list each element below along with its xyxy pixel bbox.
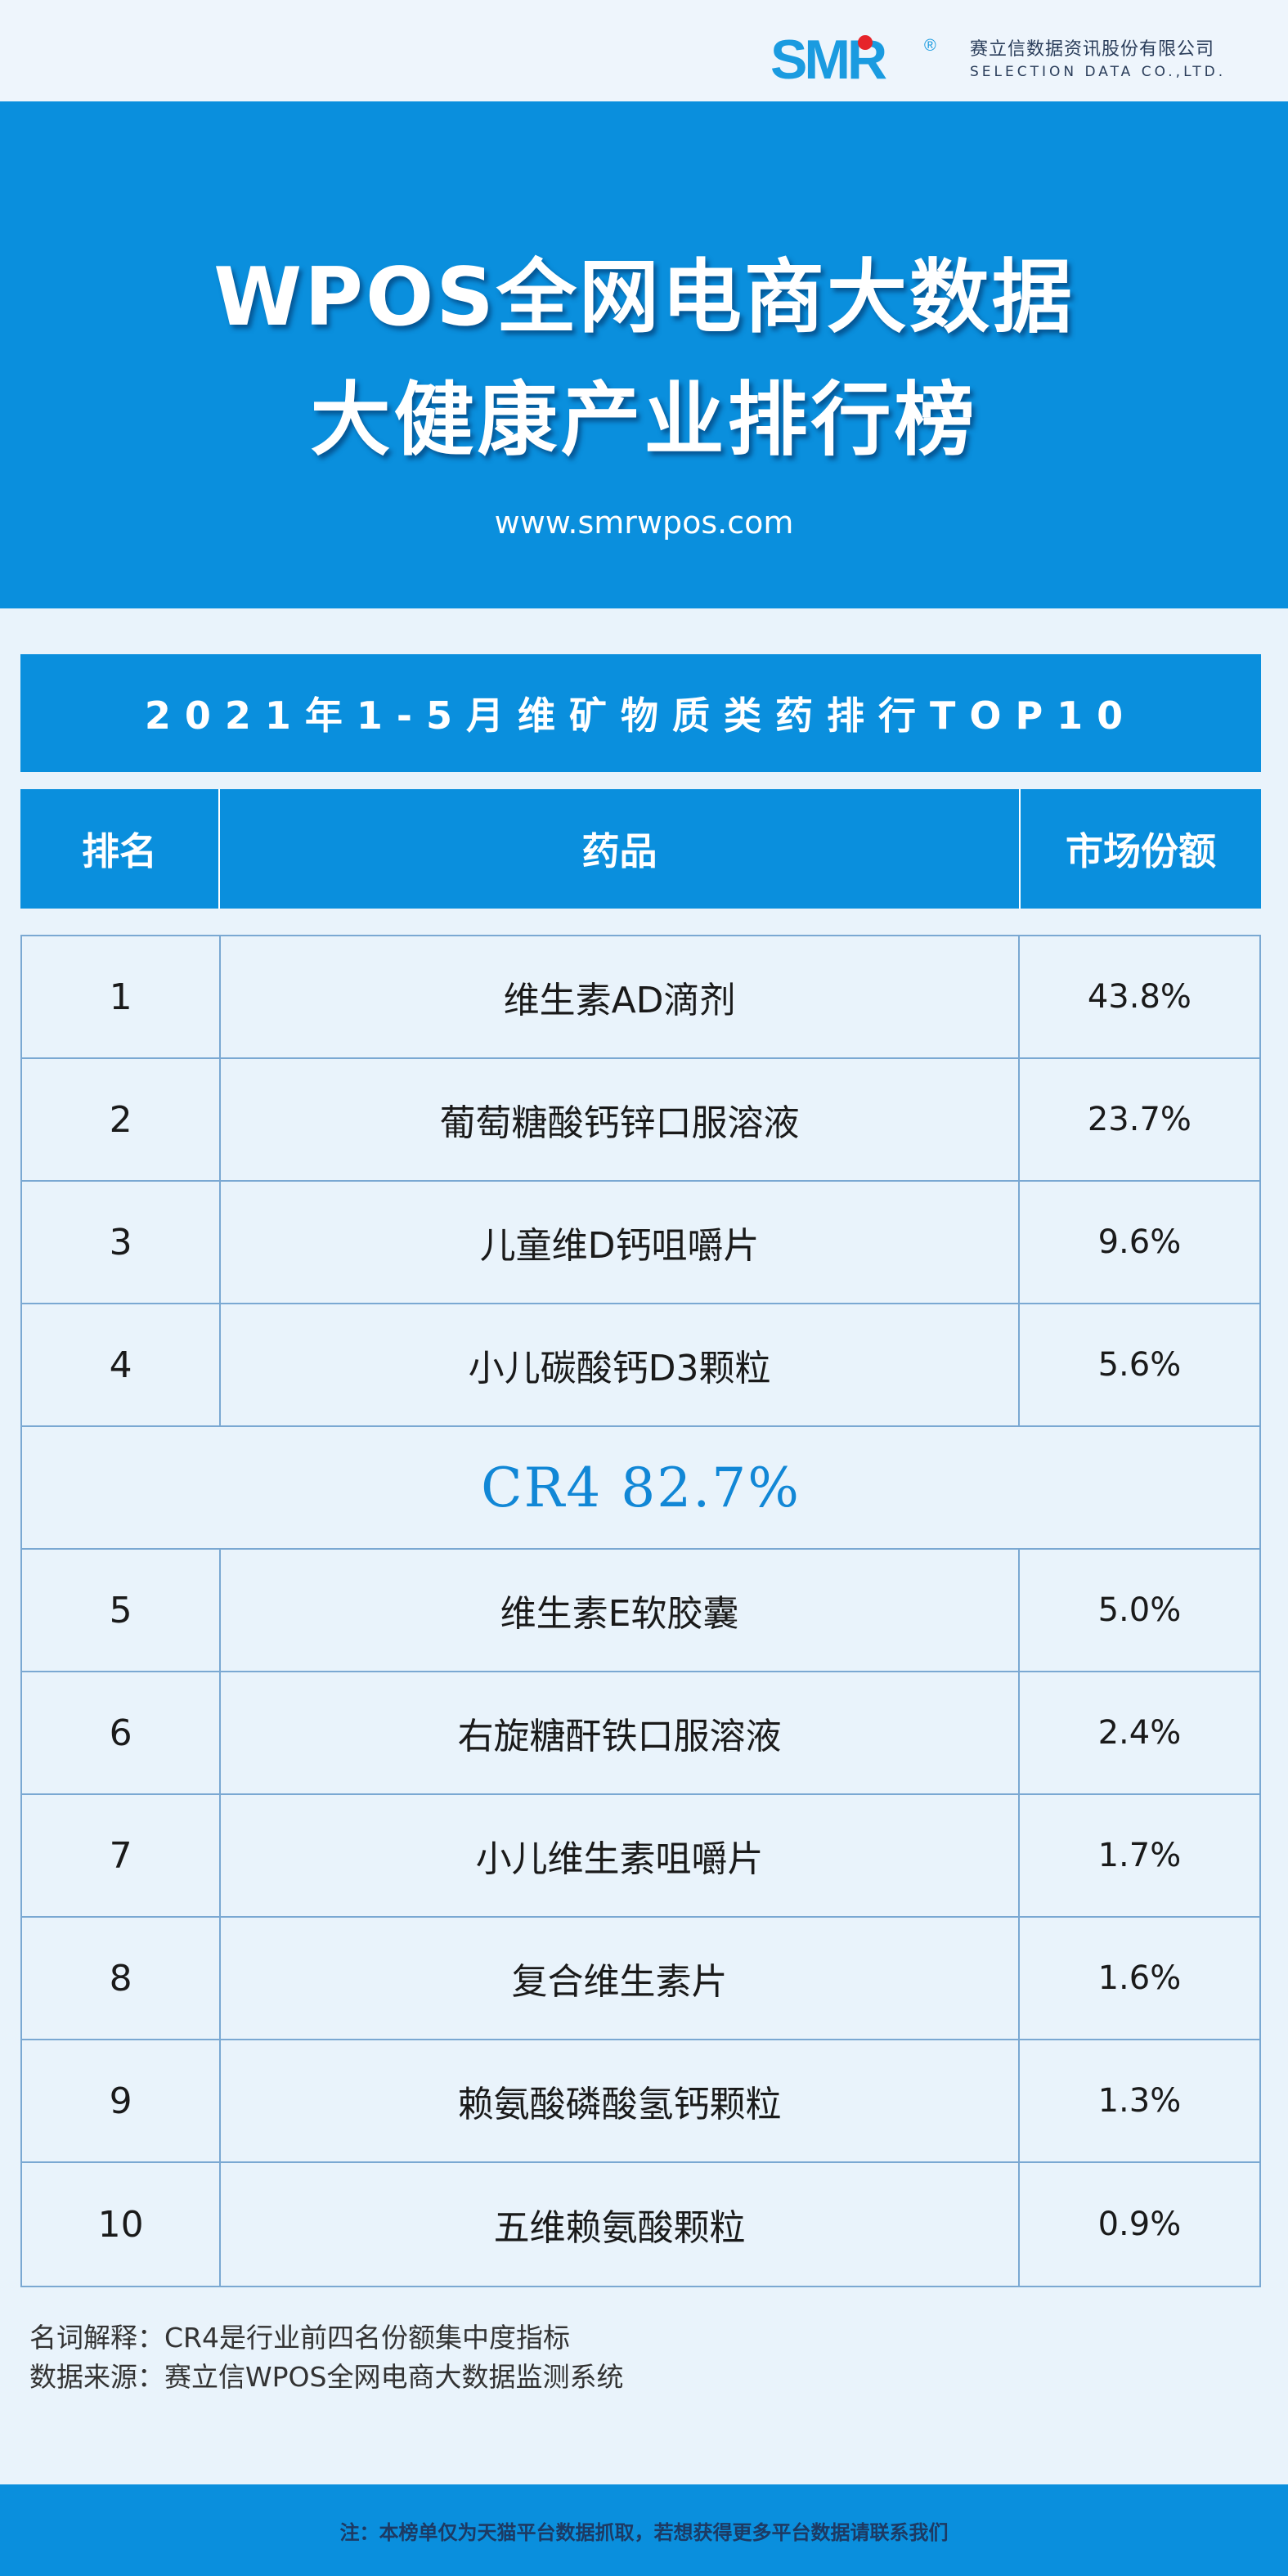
rank-cell: 8: [22, 1918, 222, 2039]
smr-logo: SMR ®: [770, 31, 936, 88]
header-rank: 排名: [20, 789, 220, 909]
table-row: 9 赖氨酸磷酸氢钙颗粒 1.3%: [22, 2040, 1259, 2163]
rank-cell: 5: [22, 1550, 222, 1671]
rank-cell: 9: [22, 2040, 222, 2161]
company-name-en: SELECTION DATA CO.,LTD.: [970, 64, 1227, 80]
drug-name-cell: 赖氨酸磷酸氢钙颗粒: [221, 2040, 1020, 2161]
logo-red-dot: [858, 35, 873, 50]
table-row: 8 复合维生素片 1.6%: [22, 1918, 1259, 2040]
market-share-cell: 0.9%: [1097, 2206, 1182, 2243]
drug-name-cell: 儿童维D钙咀嚼片: [221, 1182, 1020, 1303]
registered-mark: ®: [924, 37, 936, 55]
company-name-block: 赛立信数据资讯股份有限公司 SELECTION DATA CO.,LTD.: [970, 38, 1248, 82]
header-drug: 药品: [220, 789, 1021, 909]
table-header: 排名 药品 市场份额: [20, 789, 1261, 909]
hero-banner: WPOS全网电商大数据 大健康产业排行榜 www.smrwpos.com: [0, 101, 1288, 608]
rank-cell: 2: [22, 1059, 222, 1180]
hero-title-line1: WPOS全网电商大数据: [213, 251, 1075, 344]
rank-cell: 10: [22, 2163, 222, 2286]
hero-title-line2: 大健康产业排行榜: [310, 374, 978, 467]
table-row: 6 右旋糖酐铁口服溶液 2.4%: [22, 1672, 1259, 1795]
drug-name-cell: 右旋糖酐铁口服溶液: [221, 1672, 1020, 1793]
market-share-cell: 1.6%: [1097, 1959, 1182, 1997]
rank-cell: 6: [22, 1672, 222, 1793]
table-row: 2 葡萄糖酸钙锌口服溶液 23.7%: [22, 1059, 1259, 1182]
footnotes: 名词解释：CR4是行业前四名份额集中度指标 数据来源：赛立信WPOS全网电商大数…: [29, 2318, 1011, 2397]
drug-name-cell: 复合维生素片: [221, 1918, 1020, 2039]
market-share-cell: 2.4%: [1097, 1714, 1182, 1752]
market-share-cell: 9.6%: [1097, 1223, 1182, 1261]
rank-cell: 3: [22, 1182, 222, 1303]
market-share-cell: 5.0%: [1097, 1591, 1182, 1629]
market-share-cell: 1.3%: [1097, 2082, 1182, 2120]
cr4-summary-row: CR4 82.7%: [22, 1427, 1259, 1550]
rank-cell: 1: [22, 936, 222, 1057]
company-name-cn: 赛立信数据资讯股份有限公司: [970, 39, 1215, 60]
table-row: 3 儿童维D钙咀嚼片 9.6%: [22, 1182, 1259, 1304]
footer-disclaimer: 注：本榜单仅为天猫平台数据抓取，若想获得更多平台数据请联系我们: [339, 2520, 949, 2544]
footer-bar: 注：本榜单仅为天猫平台数据抓取，若想获得更多平台数据请联系我们: [0, 2484, 1288, 2576]
table-row: 7 小儿维生素咀嚼片 1.7%: [22, 1795, 1259, 1918]
ranking-table-body: 1 维生素AD滴剂 43.8% 2 葡萄糖酸钙锌口服溶液 23.7% 3 儿童维…: [20, 935, 1261, 2287]
drug-name-cell: 五维赖氨酸颗粒: [221, 2163, 1020, 2286]
rank-cell: 7: [22, 1795, 222, 1916]
source-note: 数据来源：赛立信WPOS全网电商大数据监测系统: [29, 2361, 624, 2393]
drug-name-cell: 葡萄糖酸钙锌口服溶液: [221, 1059, 1020, 1180]
table-title: 2021年1-5月维矿物质类药排行TOP10: [20, 654, 1261, 772]
table-row: 1 维生素AD滴剂 43.8%: [22, 936, 1259, 1059]
top-logo-bar: SMR ® 赛立信数据资讯股份有限公司 SELECTION DATA CO.,L…: [0, 0, 1288, 101]
header-share: 市场份额: [1066, 829, 1216, 873]
drug-name-cell: 小儿碳酸钙D3颗粒: [221, 1304, 1020, 1425]
table-row: 5 维生素E软胶囊 5.0%: [22, 1550, 1259, 1672]
market-share-cell: 43.8%: [1087, 978, 1192, 1016]
hero-url: www.smrwpos.com: [494, 505, 794, 541]
drug-name-cell: 小儿维生素咀嚼片: [221, 1795, 1020, 1916]
drug-name-cell: 维生素E软胶囊: [221, 1550, 1020, 1671]
market-share-cell: 1.7%: [1097, 1837, 1182, 1874]
table-row: 4 小儿碳酸钙D3颗粒 5.6%: [22, 1304, 1259, 1427]
definition-note: 名词解释：CR4是行业前四名份额集中度指标: [29, 2322, 570, 2354]
market-share-cell: 23.7%: [1087, 1101, 1192, 1138]
table-row: 10 五维赖氨酸颗粒 0.9%: [22, 2163, 1259, 2286]
drug-name-cell: 维生素AD滴剂: [221, 936, 1020, 1057]
market-share-cell: 5.6%: [1097, 1346, 1182, 1384]
rank-cell: 4: [22, 1304, 222, 1425]
